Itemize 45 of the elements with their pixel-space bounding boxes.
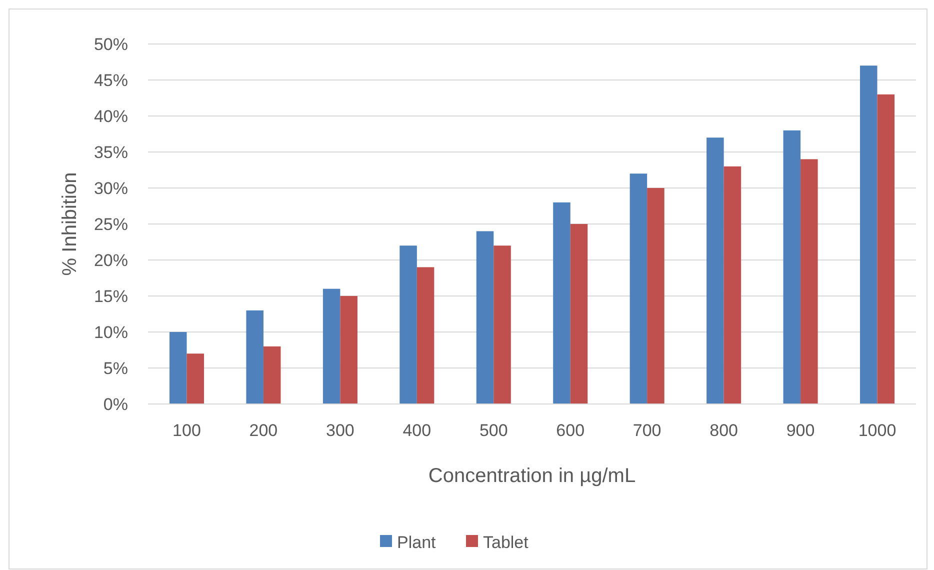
bar xyxy=(630,174,648,404)
y-tick-label: 15% xyxy=(94,286,128,306)
y-tick-label: 35% xyxy=(94,142,128,162)
y-tick-label: 5% xyxy=(103,358,128,378)
y-tick-label: 50% xyxy=(94,34,128,54)
bar xyxy=(783,130,801,404)
x-tick-label: 800 xyxy=(710,421,738,440)
bar xyxy=(860,66,878,404)
y-tick-label: 45% xyxy=(94,70,128,90)
bar xyxy=(340,296,358,404)
x-axis-title: Concentration in µg/mL xyxy=(428,465,636,487)
y-tick-label: 25% xyxy=(94,214,128,234)
bar xyxy=(647,188,664,404)
x-tick-label: 700 xyxy=(632,421,662,440)
bar xyxy=(553,202,570,404)
x-tick-label: 500 xyxy=(479,421,508,440)
bar xyxy=(800,159,818,404)
y-tick-label: 0% xyxy=(103,394,128,414)
x-tick-label: 200 xyxy=(249,421,278,440)
y-axis-title: % Inhibition xyxy=(59,172,81,276)
bar xyxy=(877,94,895,404)
y-tick-label: 20% xyxy=(94,250,128,270)
bar xyxy=(169,332,187,404)
bar xyxy=(570,224,588,404)
bar xyxy=(400,246,417,404)
x-tick-label: 100 xyxy=(172,421,201,440)
bar xyxy=(476,231,494,404)
bar xyxy=(263,346,281,404)
bar xyxy=(322,288,340,404)
legend-label: Tablet xyxy=(483,532,529,552)
y-tick-label: 10% xyxy=(94,322,128,342)
x-tick-label: 300 xyxy=(326,421,354,440)
legend-label: Plant xyxy=(397,532,436,552)
x-tick-label: 900 xyxy=(786,421,815,440)
bar xyxy=(724,166,742,404)
x-tick-label: 1000 xyxy=(858,421,896,440)
bar xyxy=(494,246,511,404)
bar xyxy=(416,267,434,404)
y-tick-label: 40% xyxy=(94,106,128,126)
x-tick-label: 600 xyxy=(556,421,585,440)
bar xyxy=(246,310,264,404)
bar xyxy=(706,138,724,404)
bar xyxy=(186,354,204,404)
x-tick-label: 400 xyxy=(402,421,432,440)
y-tick-label: 30% xyxy=(94,178,128,198)
